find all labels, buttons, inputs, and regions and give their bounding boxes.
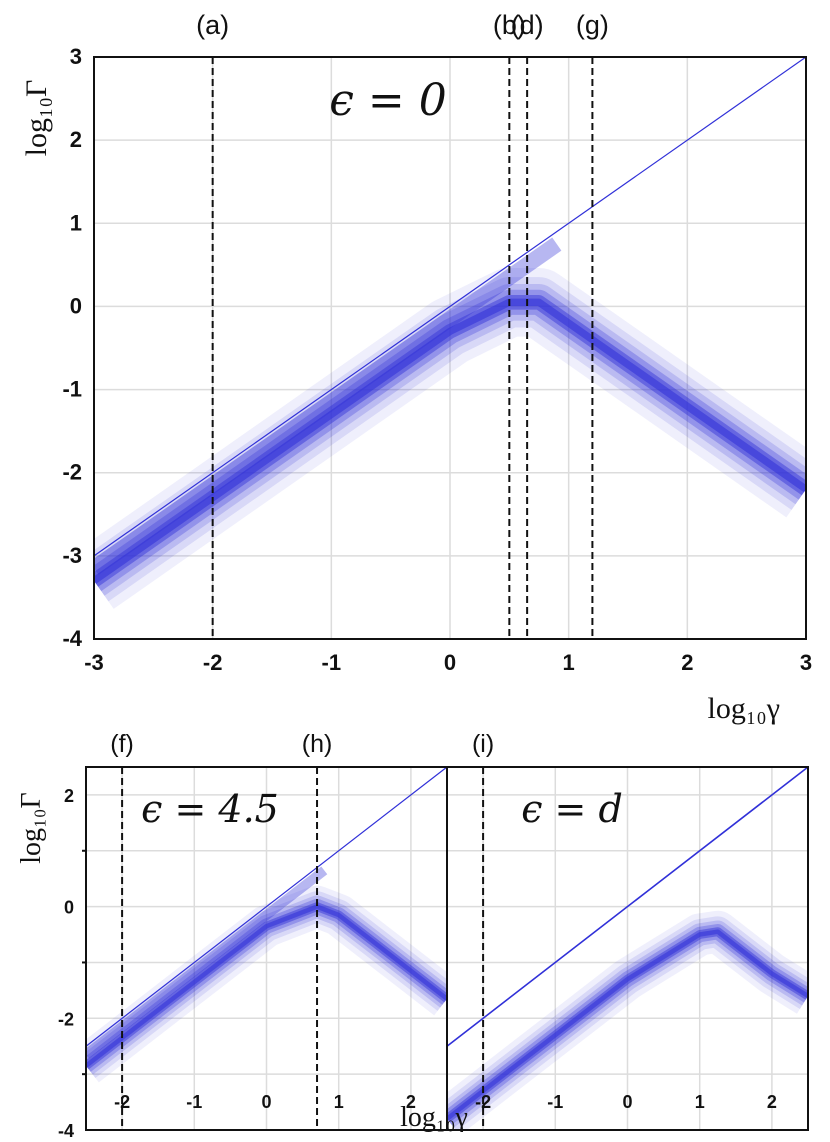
band-layers bbox=[94, 237, 806, 609]
marker-label: (f) bbox=[110, 730, 134, 758]
x-tick-label: 3 bbox=[800, 650, 812, 675]
y-tick-label: 0 bbox=[70, 293, 82, 318]
x-tick-label: 2 bbox=[767, 1092, 777, 1112]
y-axis-label: log₁₀Γ bbox=[20, 80, 53, 157]
band-layers bbox=[447, 910, 808, 1130]
x-tick-label: -2 bbox=[114, 1092, 130, 1112]
x-tick-label: -3 bbox=[84, 650, 104, 675]
x-tick-label: -1 bbox=[322, 650, 342, 675]
x-axis-label: log₁₀γ bbox=[707, 692, 780, 725]
marker-label: (a) bbox=[196, 10, 229, 40]
plot-frame bbox=[446, 766, 809, 1131]
marker-label: (i) bbox=[472, 730, 494, 758]
y-tick-label: 3 bbox=[70, 44, 82, 69]
marker-label: (d) bbox=[511, 10, 544, 40]
x-tick-labels: -2 -1 0 1 2 bbox=[475, 1092, 777, 1112]
x-tick-label: -1 bbox=[186, 1092, 202, 1112]
y-tick-label: 1 bbox=[70, 210, 82, 235]
y-tick-label: -1 bbox=[62, 377, 82, 402]
band-layer bbox=[86, 904, 447, 1068]
y-tick-labels: -4 -3 -2 -1 0 1 2 3 bbox=[62, 44, 82, 651]
y-tick-label: 2 bbox=[70, 127, 82, 152]
panel-epsilon-d: (i) -2 -1 0 1 2 ϵ = d bbox=[446, 730, 809, 1131]
x-tick-label: 2 bbox=[406, 1092, 416, 1112]
band-layer bbox=[94, 237, 562, 575]
x-tick-label: -1 bbox=[547, 1092, 563, 1112]
x-tick-label: -2 bbox=[203, 650, 223, 675]
panel-title: ϵ = d bbox=[521, 787, 623, 831]
y-tick-label: -3 bbox=[62, 543, 82, 568]
x-tick-label: 1 bbox=[334, 1092, 344, 1112]
y-axis-label: log₁₀Γ bbox=[16, 792, 47, 864]
x-tick-label: -2 bbox=[475, 1092, 491, 1112]
y-tick-label: -4 bbox=[58, 1121, 74, 1141]
y-tick-labels: -4 -2 0 2 bbox=[58, 786, 86, 1141]
y-tick-label: 2 bbox=[64, 786, 74, 806]
x-tick-label: 0 bbox=[444, 650, 456, 675]
plot-frame bbox=[93, 56, 807, 640]
marker-lines: (a) (b)(d) (g) bbox=[196, 10, 609, 639]
x-tick-label: 0 bbox=[622, 1092, 632, 1112]
y-tick-label: 0 bbox=[64, 898, 74, 918]
band-layer bbox=[447, 929, 808, 1121]
x-tick-label: 1 bbox=[563, 650, 575, 675]
band-layer bbox=[94, 298, 806, 584]
x-tick-labels: -3 -2 -1 0 1 2 3 bbox=[84, 650, 812, 675]
marker-label: (g) bbox=[576, 10, 609, 40]
x-axis-label-bottom: log₁₀γ bbox=[400, 1102, 468, 1133]
x-tick-labels: -2 -1 0 1 2 bbox=[114, 1092, 416, 1112]
marker-lines: (f) (h) bbox=[110, 730, 332, 1130]
upper-line bbox=[446, 766, 809, 1047]
marker-lines: (i) bbox=[472, 730, 494, 1130]
upper-line bbox=[93, 56, 807, 557]
band-layers bbox=[86, 866, 447, 1083]
band-layer bbox=[86, 866, 328, 1059]
upper-line bbox=[85, 766, 448, 1047]
marker-label: (b) bbox=[493, 10, 526, 40]
panel-title: ϵ = 4.5 bbox=[141, 787, 279, 831]
y-tick-label: -4 bbox=[62, 626, 82, 651]
marker-label: (h) bbox=[302, 730, 333, 758]
panel-title: ϵ = 0 bbox=[329, 75, 446, 126]
y-tick-label: -2 bbox=[58, 1009, 74, 1029]
x-tick-label: 2 bbox=[681, 650, 693, 675]
panel-epsilon-4-5: (f) (h) -2 -1 0 1 2 -4 -2 0 2 ϵ = 4.5 log₁₀Γ bbox=[16, 730, 448, 1141]
x-tick-label: 0 bbox=[261, 1092, 271, 1112]
x-tick-label: 1 bbox=[695, 1092, 705, 1112]
y-tick-label: -2 bbox=[62, 460, 82, 485]
